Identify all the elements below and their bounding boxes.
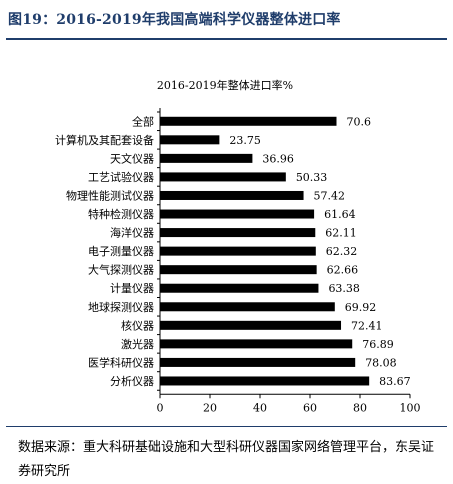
value-label: 76.89 — [362, 338, 394, 351]
value-label: 72.41 — [351, 319, 383, 332]
category-label: 全部 — [132, 114, 154, 128]
title-rule — [6, 38, 447, 40]
category-label: 物理性能测试仪器 — [66, 188, 154, 202]
category-label: 海洋仪器 — [110, 226, 154, 240]
category-label: 特种检测仪器 — [88, 207, 154, 221]
value-label: 63.38 — [328, 282, 360, 295]
value-label: 62.11 — [325, 227, 357, 240]
value-label: 57.42 — [314, 189, 346, 202]
value-label: 69.92 — [345, 301, 377, 314]
bar-chart: 2016-2019年整体进口率% 全部 70.6 计算机及其配套设备 23.75 天文仪… — [55, 78, 421, 414]
value-label: 61.64 — [324, 208, 356, 221]
category-label: 大气探测仪器 — [88, 263, 154, 277]
value-label: 83.67 — [379, 375, 411, 388]
value-label: 23.75 — [229, 134, 261, 147]
x-tick-label: 100 — [400, 401, 421, 414]
axis-group: 0 20 40 60 80 100 — [157, 108, 421, 414]
x-tick-label: 40 — [253, 401, 267, 414]
bar — [160, 265, 317, 275]
bar — [160, 116, 337, 126]
category-label: 工艺试验仪器 — [88, 170, 154, 184]
value-label: 70.6 — [347, 115, 372, 128]
category-label: 计算机及其配套设备 — [55, 133, 154, 147]
figure-title: 图19：2016-2019年我国高端科学仪器整体进口率 — [8, 12, 341, 28]
category-label: 电子测量仪器 — [88, 245, 154, 258]
category-label: 医学科研仪器 — [88, 355, 154, 369]
bar — [160, 190, 304, 200]
value-label: 78.08 — [365, 356, 397, 369]
chart-title: 2016-2019年整体进口率% — [157, 78, 293, 92]
bar — [160, 209, 315, 219]
category-label: 激光器 — [121, 337, 154, 351]
bars-group: 全部 70.6 计算机及其配套设备 23.75 天文仪器 36.96 工艺试验仪器 50.33… — [55, 114, 411, 388]
bar — [160, 357, 356, 367]
bar — [160, 320, 342, 330]
bar — [160, 228, 316, 238]
bar — [160, 302, 335, 312]
category-label: 分析仪器 — [110, 374, 154, 388]
source-rule — [6, 426, 447, 427]
bar — [160, 339, 353, 349]
bar — [160, 283, 319, 293]
category-label: 地球探测仪器 — [88, 300, 154, 314]
bar — [160, 153, 253, 163]
category-label: 计量仪器 — [110, 282, 154, 295]
source-note: 数据来源：重大科研基础设施和大型科研仪器国家网络管理平台，东吴证券研究所 — [18, 440, 435, 479]
bar — [160, 172, 286, 182]
bar — [160, 246, 316, 256]
x-tick-label: 60 — [303, 401, 317, 414]
category-label: 天文仪器 — [110, 151, 154, 165]
bar — [160, 135, 220, 145]
x-tick-label: 80 — [353, 401, 367, 414]
value-label: 36.96 — [262, 152, 294, 165]
value-label: 62.66 — [327, 264, 359, 277]
value-label: 62.32 — [326, 245, 358, 258]
category-label: 核仪器 — [121, 318, 154, 332]
bar — [160, 376, 370, 386]
x-tick-label: 0 — [157, 401, 164, 414]
x-tick-label: 20 — [203, 401, 217, 414]
value-label: 50.33 — [296, 171, 328, 184]
